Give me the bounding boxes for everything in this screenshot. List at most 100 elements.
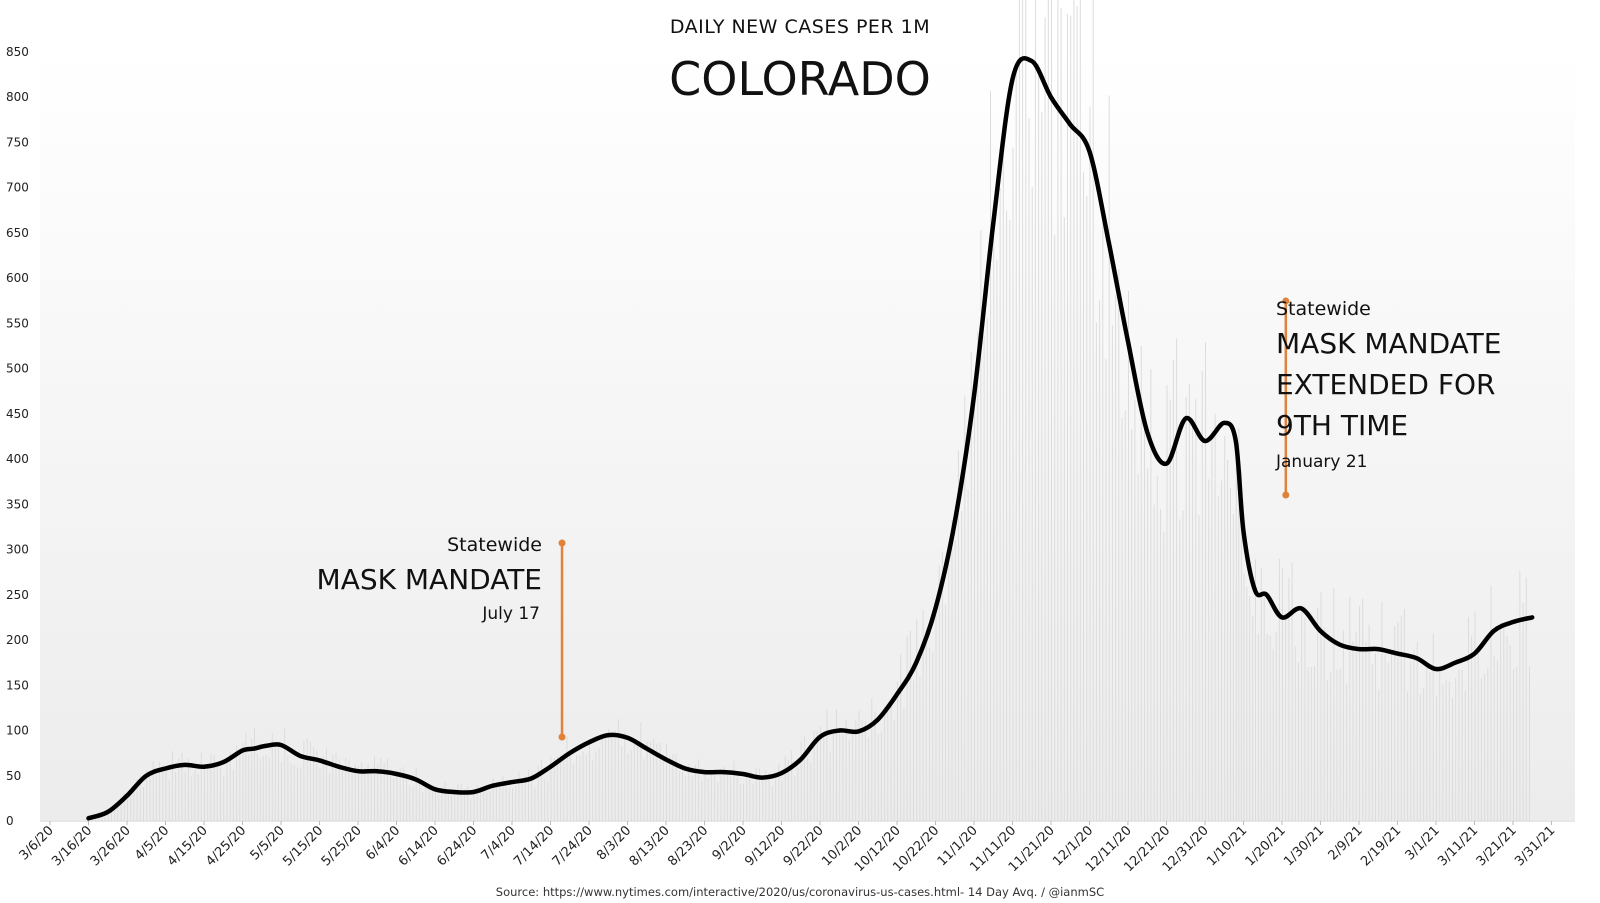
daily-bar [1255,559,1256,821]
daily-bar [127,799,128,821]
daily-bar [925,629,927,821]
annotation-dot [1282,297,1290,305]
daily-bar [1128,291,1129,821]
daily-bar [685,776,687,821]
daily-bar [861,720,863,821]
daily-bar [338,759,340,821]
daily-bar [669,756,671,821]
daily-bar [627,753,629,821]
daily-bar [1278,558,1280,821]
daily-bar [585,754,587,821]
daily-bar [736,777,738,821]
x-tick-label: 3/11/21 [1435,823,1481,869]
x-tick-label: 8/23/20 [665,823,711,869]
daily-bar [1195,399,1197,821]
daily-bar [1211,430,1213,821]
daily-bar [1266,633,1268,821]
daily-bar [897,681,898,821]
daily-bar [256,753,258,821]
daily-bar [1034,0,1036,821]
daily-bar [839,733,841,821]
daily-bar [1426,663,1428,821]
daily-bar [319,768,321,821]
daily-bar [1002,126,1004,821]
daily-bar [402,767,404,821]
daily-bar [1031,187,1033,821]
daily-bar [303,741,305,821]
daily-bar [1525,577,1527,821]
daily-bar [1333,587,1335,821]
daily-bar [521,779,523,821]
daily-bar [1208,479,1210,821]
daily-bar [341,767,343,821]
daily-bar [1326,680,1328,821]
annotation-dot [558,733,566,741]
x-tick-label: 1/20/21 [1243,823,1289,869]
daily-bar [560,759,562,821]
daily-bar [1095,322,1097,821]
daily-bar [1403,608,1405,821]
daily-bar [377,764,379,821]
daily-bar [409,786,411,821]
daily-bar [104,812,106,821]
daily-bar [505,787,507,821]
daily-bar [852,732,854,821]
daily-bar [143,787,144,821]
daily-bar [406,777,408,821]
daily-bar [1232,514,1234,821]
y-tick-label: 700 [6,181,29,195]
daily-bar [1419,694,1421,821]
daily-bar [1169,399,1171,821]
daily-bar [836,709,837,821]
daily-bar [200,752,202,821]
daily-bar [348,760,350,821]
daily-bar [1153,504,1155,821]
daily-bar [983,336,985,821]
daily-bar [1263,592,1265,821]
x-tick-label: 6/24/20 [434,823,480,869]
daily-bar [993,236,995,822]
daily-bar [1147,468,1149,821]
daily-bar [893,719,895,821]
daily-bar [213,755,215,821]
daily-bar [1235,452,1237,821]
daily-bar [351,773,353,821]
daily-bar [245,732,247,821]
daily-bar [1047,0,1049,821]
daily-bar [733,760,735,821]
daily-bar [1513,669,1514,821]
daily-bar [168,780,170,821]
daily-bar [251,738,253,821]
daily-bar [694,765,696,821]
daily-bar [803,736,805,821]
daily-bar [932,651,934,821]
daily-bar [483,787,485,821]
daily-bar [284,728,286,821]
daily-bar [787,759,789,821]
daily-bar [239,755,241,821]
annotation-label-big: EXTENDED FOR [1276,368,1495,401]
daily-bar [476,785,478,821]
daily-bar [566,736,568,821]
daily-bar [1099,300,1101,821]
daily-bar [646,741,648,821]
daily-bar [948,541,950,821]
daily-bar [1493,655,1495,821]
daily-bar [659,742,661,821]
daily-bar [762,777,764,821]
daily-bar [277,745,279,821]
daily-bar [1394,625,1396,821]
daily-bar [114,806,116,821]
daily-bar [977,331,979,821]
daily-bar [1009,220,1011,821]
daily-bar [1134,400,1136,821]
daily-bar [1291,562,1293,821]
daily-bar [1102,210,1104,821]
daily-bar [515,786,517,821]
daily-bar [1480,678,1482,821]
x-tick-label: 1/10/21 [1204,823,1250,869]
daily-bar [415,767,417,821]
daily-bar [444,782,446,821]
y-tick-label: 400 [6,452,29,466]
daily-bar [265,755,267,821]
